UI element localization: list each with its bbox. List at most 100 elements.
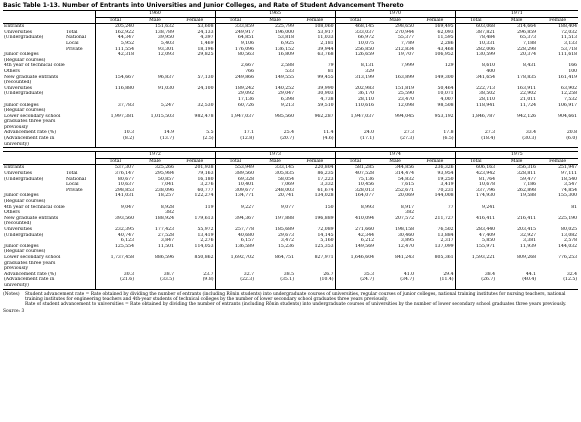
table-cell: 77: [447, 204, 454, 210]
table-cell: 37,783: [94, 102, 135, 109]
table-cell: 270,944: [395, 29, 415, 35]
table-cell: 4,397: [200, 35, 214, 41]
column-header-male: Male: [375, 158, 416, 166]
table-cell: 80,025: [561, 226, 578, 232]
table-cell: 29,092: [214, 91, 256, 97]
notes: (Notes) Student advancement rate = Rate …: [3, 292, 578, 308]
table-cell: 141,031: [94, 193, 135, 199]
table-cell: [94, 108, 135, 114]
table-cell: 325,266: [155, 165, 174, 171]
table-cell: [454, 108, 497, 114]
table-row: Lower secondary school 1,997,381 1,015,503…: [3, 113, 578, 120]
table-cell: 282,006: [454, 46, 497, 53]
table-cell: 28,110: [454, 96, 497, 103]
table-cell: 994,045: [395, 113, 415, 119]
table-row: 6,123 3,847 2,276 6,157 3,472 5,160 6,212 3,895…: [3, 238, 578, 244]
table-cell: 1,593,221: [454, 254, 497, 261]
table-cell: 149,555: [275, 74, 295, 80]
table-cell: 18,540: [561, 176, 578, 182]
row-label: previously: [4, 266, 29, 272]
column-header-total: Total: [94, 17, 135, 25]
table-cell: 8,928: [160, 204, 174, 210]
table-cell: 211,727: [434, 215, 454, 221]
table-cell: 6,157: [214, 238, 256, 244]
table-cell: 137,099: [434, 243, 454, 249]
row-label: Universities: [4, 171, 33, 177]
row-label: Universities: [4, 226, 33, 232]
table-row: Lower secondary school 1,737,458 886,596 85…: [3, 254, 578, 261]
table-cell: 19,707: [397, 52, 415, 58]
row-label: previously: [4, 124, 29, 130]
table-row: (Undergraduate) 40,747 27,528 13,419 40,680 2…: [3, 232, 578, 239]
table-cell: 7,615: [400, 182, 415, 188]
table-cell: 57,130: [197, 74, 214, 80]
column-header-total: Total: [334, 17, 376, 25]
table-cell: 134,771: [214, 193, 256, 199]
table-cell: 387,821: [454, 29, 497, 36]
row-sublabel: [65, 282, 95, 290]
table-cell: 81,764: [454, 176, 497, 183]
row-label: (Undergraduate): [4, 176, 44, 182]
year-header: 1960: [94, 10, 216, 18]
table-cell: 220,804: [314, 165, 334, 171]
table-cell: 7,069: [280, 182, 295, 188]
table-cell: [295, 282, 336, 290]
table-cell: 106,952: [434, 52, 454, 58]
table-cell: 3,895: [400, 238, 415, 244]
table-cell: [255, 141, 296, 149]
table-cell: 207,572: [395, 215, 415, 221]
table-cell: [537, 141, 579, 149]
table-cell: 17.8: [443, 130, 454, 136]
table-row: Private 298,853 238,096 60,777 309,677 248,00…: [3, 187, 578, 194]
table-cell: 225,799: [275, 24, 295, 30]
table-cell: 164,077: [334, 193, 376, 199]
table-cell: 1,947,037: [334, 113, 376, 120]
table-cell: 18,257: [157, 193, 174, 199]
table-cell: 144,032: [558, 243, 578, 249]
table-cell: (30.3): [522, 136, 537, 142]
table-cell: [214, 266, 256, 272]
column-header-female: Female: [295, 17, 336, 25]
table-cell: (12.5): [563, 277, 578, 283]
table-cell: 54,832: [397, 176, 415, 182]
column-header-total: Total: [214, 158, 256, 166]
table-cell: 126,659: [334, 52, 376, 58]
table-cell: (10.4): [319, 277, 334, 283]
table-cell: (6.5): [442, 136, 454, 142]
table-row: 4th year of technical colleges 2,667 2,588…: [3, 63, 578, 69]
table-cell: 10,331: [454, 40, 497, 47]
table-cell: [94, 221, 135, 227]
table-cell: 81: [327, 68, 334, 74]
table-cell: 60,777: [197, 187, 214, 193]
row-label: (Regular courses): [4, 249, 46, 255]
table-cell: 25.4: [283, 130, 295, 136]
table-cell: 298,650: [395, 24, 415, 30]
table-cell: 982,478: [194, 113, 214, 119]
table-cell: 904,661: [558, 113, 578, 119]
table-cell: [454, 124, 497, 131]
table-cell: 39,950: [157, 35, 174, 41]
table-cell: 376,147: [94, 171, 135, 177]
row-sublabel: Local: [66, 182, 79, 188]
row-label: university): [3, 141, 65, 149]
row-label: graduates three years: [4, 119, 56, 125]
table-cell: [94, 266, 135, 272]
table-cell: 20,741: [277, 193, 295, 199]
table-cell: 416,411: [454, 215, 497, 222]
table-cell: 776,253: [558, 254, 578, 260]
table-cell: 410,094: [334, 215, 376, 222]
table-row: (Regular courses): [3, 108, 578, 114]
table-cell: 314,474: [395, 171, 415, 177]
table-cell: 176,096: [214, 46, 256, 53]
table-row: Advancement rate (%) 30.3 38.7 23.7 32.7 38.5…: [3, 271, 578, 278]
table-cell: 11,724: [520, 102, 537, 108]
table-cell: 228,298: [517, 46, 537, 52]
table-cell: 2,276: [200, 238, 214, 244]
note-1: (Notes) Student advancement rate = Rate …: [3, 292, 578, 303]
table-cell: 29,047: [277, 91, 295, 97]
table-cell: (8.2): [94, 136, 135, 142]
table-cell: [415, 141, 456, 149]
corner-cell: [3, 151, 95, 159]
row-label: New graduate entrants: [4, 74, 59, 80]
table-cell: [334, 210, 376, 216]
